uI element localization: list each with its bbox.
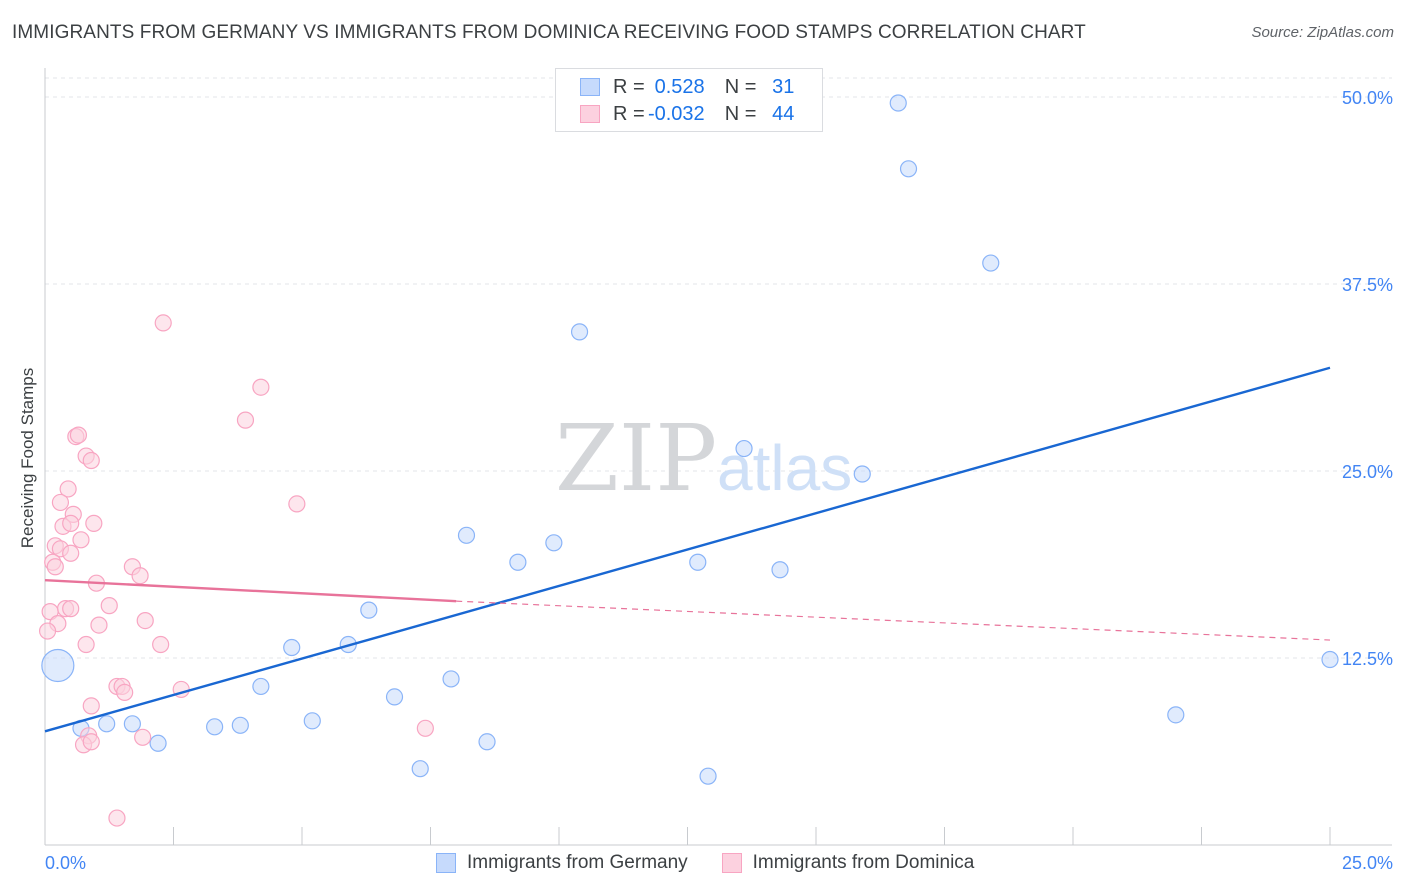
germany-point [252,677,270,696]
legend-row-germany: R = 0.528 N = 31 [580,76,794,98]
dominica-point [416,719,434,737]
dominica-point [62,544,80,562]
dominica-trend-extension [456,600,1331,641]
germany-point [360,601,378,619]
germany-point [411,760,429,778]
series-label-dominica: Immigrants from Dominica [752,852,975,873]
dominica-point [38,622,57,640]
series-swatch-dominica [721,853,742,873]
germany-point [1167,706,1185,724]
dominica-point [41,603,59,621]
y-tick-label: 37.5% [1342,275,1393,295]
germany-point [899,160,918,178]
series-legend-item-dominica: Immigrants from Dominica [721,852,975,874]
dominica-point [72,531,90,549]
germany-trend-line [44,366,1331,733]
germany-point [41,648,75,683]
legend-r-label: R = [613,75,645,98]
legend-r-value: -0.032 [647,102,705,125]
source-label: Source: ZipAtlas.com [1251,24,1394,41]
germany-point [699,767,717,785]
y-tick-label: 25.0% [1342,462,1393,482]
legend-n-label: N = [724,75,757,98]
legend-n-value: 44 [772,102,795,125]
germany-point [123,715,141,733]
x-tick-label: 0.0% [45,853,86,873]
dominica-point [252,378,270,396]
germany-point [570,323,589,341]
dominica-point [288,495,306,513]
legend-row-dominica: R = -0.032 N = 44 [580,103,794,125]
dominica-point [69,426,88,444]
series-label-germany: Immigrants from Germany [467,852,688,873]
germany-point [545,534,563,552]
dominica-point [131,567,149,585]
dominica-point [154,314,172,332]
germany-point [303,712,321,730]
germany-point [1321,650,1339,669]
dominica-point [236,411,255,429]
dominica-point [82,697,100,715]
germany-point [442,670,460,688]
dominica-point [82,451,100,470]
dominica-point [152,635,170,654]
dominica-point [77,635,95,654]
germany-point [509,553,527,571]
correlation-legend: R = 0.528 N = 31 R = -0.032 N = 44 [555,68,823,132]
legend-swatch-germany [580,78,600,96]
y-tick-label: 12.5% [1342,649,1393,669]
chart-title: IMMIGRANTS FROM GERMANY VS IMMIGRANTS FR… [12,22,1086,43]
series-swatch-germany [436,853,456,873]
series-legend-item-germany: Immigrants from Germany [436,852,688,874]
legend-swatch-dominica [580,105,600,123]
dominica-point [134,728,152,746]
germany-point [206,718,224,736]
dominica-point [46,558,64,576]
germany-point [771,561,789,579]
watermark-zip: ZIP [555,405,717,512]
series-legend: Immigrants from Germany Immigrants from … [436,852,1008,874]
y-tick-label: 50.0% [1342,88,1393,108]
dominica-point [51,493,70,512]
dominica-trend-line [44,579,457,603]
legend-r-label: R = [613,102,645,125]
germany-point [385,688,404,706]
germany-point [149,734,167,752]
legend-r-value: 0.528 [654,75,705,98]
dominica-point [85,514,103,532]
dominica-point [62,514,80,532]
germany-point [283,638,301,657]
dominica-point [59,480,77,498]
legend-n-value: 31 [772,75,795,98]
germany-point [457,526,476,544]
germany-point [98,715,116,733]
legend-n-label: N = [724,102,757,125]
germany-point [735,439,753,458]
germany-point [689,553,707,571]
germany-point [889,94,907,112]
dominica-point [136,611,154,630]
dominica-point [108,809,126,827]
dominica-point [116,683,134,702]
germany-point [853,465,871,483]
watermark-atlas: atlas [717,432,852,504]
x-tick-label: 25.0% [1342,853,1393,873]
germany-point [231,716,249,734]
germany-point [478,733,496,751]
germany-point [982,254,1000,272]
dominica-point [100,597,118,615]
dominica-point [90,616,108,634]
dominica-point [82,733,100,751]
dominica-point [62,600,80,618]
